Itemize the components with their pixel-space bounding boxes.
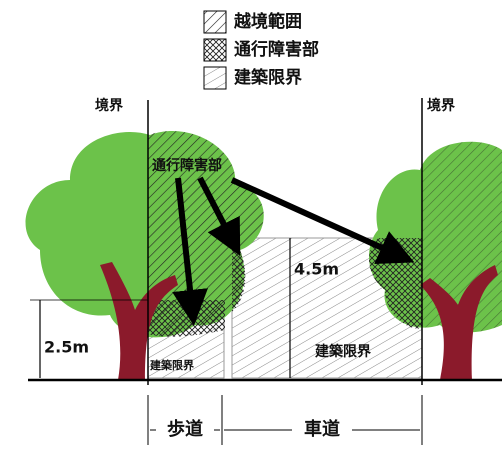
boundary-label: 境界: [427, 97, 456, 114]
clearance-label: 建築限界: [315, 343, 372, 360]
arrow: [197, 176, 241, 256]
legend-swatch: [203, 38, 227, 62]
left-tree-trunk: [100, 262, 178, 380]
legend-swatch: [203, 66, 227, 90]
arrow: [230, 177, 415, 264]
legend-label: 越境範囲: [233, 11, 302, 32]
zone-box: [156, 416, 214, 442]
legend-label: 通行障害部: [234, 39, 319, 60]
zone-box: [292, 416, 352, 442]
obstruction-label: 通行障害部: [152, 157, 222, 174]
zone-label: 車道: [304, 418, 340, 440]
dimension-label: 2.5m: [44, 338, 89, 357]
legend-swatch: [203, 10, 227, 34]
right-tree-trunk: [420, 265, 498, 380]
arrows: [172, 176, 415, 326]
legend-label: 建築限界: [234, 67, 302, 88]
clearance-label: 建築限界: [150, 358, 194, 372]
legend: 越境範囲 通行障害部 建築限界: [203, 10, 319, 90]
boundary-label: 境界: [95, 97, 124, 114]
zone-label: 歩道: [167, 418, 203, 440]
arrow: [172, 177, 208, 326]
dimension-label: 4.5m: [294, 260, 339, 279]
